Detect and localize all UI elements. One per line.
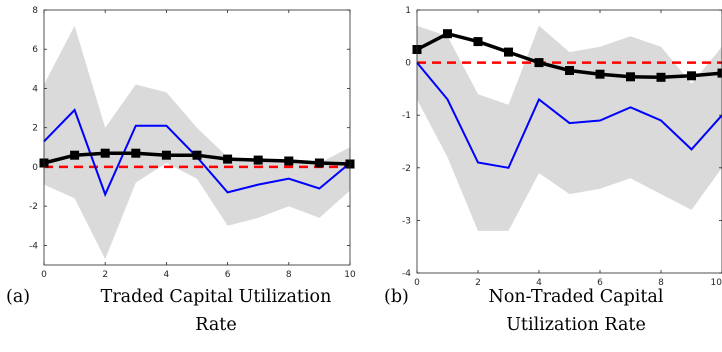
x-tick-label: 10: [344, 270, 356, 280]
black-series-marker: [192, 150, 202, 160]
black-series-marker: [565, 66, 574, 75]
y-tick-label: -2: [29, 202, 38, 212]
y-tick-label: -4: [402, 269, 411, 279]
black-series-marker: [443, 29, 452, 39]
x-tick-label: 6: [225, 270, 231, 280]
black-series-marker: [504, 47, 513, 57]
axes-frame: [43, 9, 351, 266]
confidence-band: [44, 25, 350, 260]
axes-frame: [416, 9, 722, 274]
black-series-marker: [626, 72, 635, 82]
caption-a-line1: Traded Capital Utilization: [101, 287, 332, 307]
x-tick-label: 6: [597, 278, 603, 288]
caption-a-line2: Rate: [195, 315, 236, 335]
x-tick-label: 8: [286, 270, 292, 280]
black-series-marker: [223, 154, 233, 164]
y-tick-label: 0: [405, 59, 411, 69]
y-tick-label: 1: [405, 6, 411, 16]
x-tick-label: 0: [414, 278, 420, 288]
y-tick-label: -3: [402, 216, 411, 226]
y-tick-label: -1: [402, 111, 411, 121]
black-series-marker: [717, 68, 722, 78]
x-tick-label: 4: [536, 278, 542, 288]
confidence-band: [417, 25, 722, 231]
black-series-marker: [70, 150, 80, 160]
y-tick-label: -2: [402, 164, 411, 174]
black-series-marker: [284, 156, 294, 166]
black-series-marker: [161, 150, 171, 160]
panel-a-traded-capital: 0 2 4 6 8 10 -4 -2 0 2 4 6 8: [29, 6, 356, 280]
y-tick-label: 8: [32, 6, 38, 16]
black-series-marker: [473, 37, 483, 47]
x-tick-label: 2: [102, 270, 108, 280]
x-tick-label: 0: [41, 270, 47, 280]
panel-b-non-traded-capital: 0 2 4 6 8 10 -4 -3 -2 -1 0 1: [402, 6, 722, 288]
black-series-marker: [100, 148, 110, 158]
y-tick-label: 0: [32, 163, 38, 173]
black-series-marker: [131, 148, 141, 158]
x-tick-label: 8: [658, 278, 664, 288]
caption-a-tag: (a): [6, 287, 30, 307]
black-series-marker: [314, 158, 324, 168]
blue-series-line: [416, 61, 722, 169]
caption-b-line2: Utilization Rate: [506, 315, 646, 335]
black-series-marker: [534, 58, 544, 68]
x-tick-label: 10: [711, 278, 722, 288]
y-tick-label: 4: [32, 84, 38, 94]
caption-b-line1: Non-Traded Capital: [489, 287, 664, 307]
caption-b-tag: (b): [384, 287, 409, 307]
black-series-marker: [687, 71, 696, 81]
y-tick-label: -4: [29, 241, 38, 251]
x-tick-label: 4: [164, 270, 170, 280]
y-tick-label: 2: [32, 124, 38, 134]
x-tick-label: 2: [475, 278, 481, 288]
black-series-marker: [595, 69, 605, 79]
black-series-marker: [253, 155, 263, 165]
y-tick-label: 6: [32, 45, 38, 55]
black-series-marker: [656, 72, 666, 82]
